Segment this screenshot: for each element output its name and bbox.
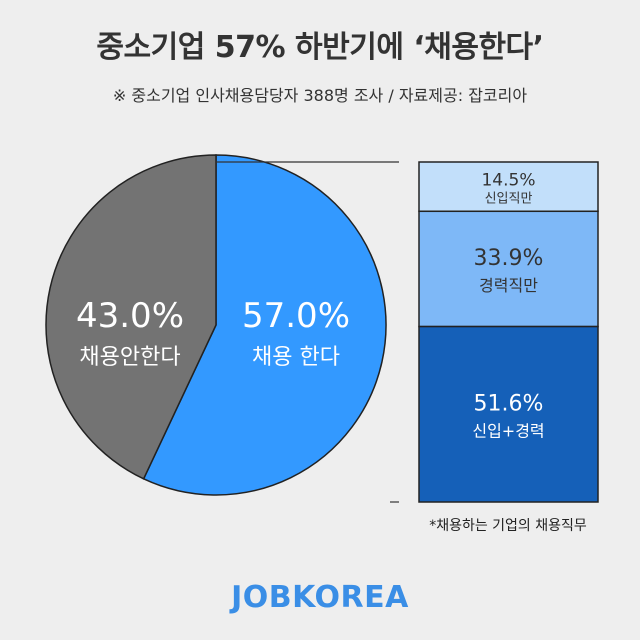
pie-chart: 43.0% 채용안한다 57.0% 채용 한다 [45,154,387,496]
pie-slice-hiring [142,154,387,496]
bar-category-label: 경력직만 [479,276,538,295]
bar-segment-2 [418,210,599,328]
connector-lines [216,161,399,503]
pie-category-label: 채용안한다 [79,345,180,370]
pie-value-label: 43.0% [76,296,184,336]
jobkorea-logo: JOBKOREA [231,580,409,615]
bar-segment-1 [418,161,599,213]
bar-category-label: 신입직만 [485,192,533,207]
pie-slice-not-hiring [45,154,217,480]
chart-title: 중소기업 57% 하반기에 ‘채용한다’ [96,30,544,65]
bar-value-label: 51.6% [474,391,544,416]
bar-value-label: 14.5% [481,171,535,191]
bar-annotation: *채용하는 기업의 채용직무 [429,518,587,534]
bar-segment-3 [418,325,599,503]
chart-subtitle: ※ 중소기업 인사채용담당자 388명 조사 / 자료제공: 잡코리아 [112,86,528,105]
bar-category-label: 신입+경력 [472,421,544,440]
bar-value-label: 33.9% [474,246,544,271]
pie-category-label: 채용 한다 [252,345,340,370]
stacked-bar-chart: 14.5%신입직만 33.9% 경력직만 51.6% 신입+경력 [418,161,599,503]
pie-value-label: 57.0% [242,296,350,336]
